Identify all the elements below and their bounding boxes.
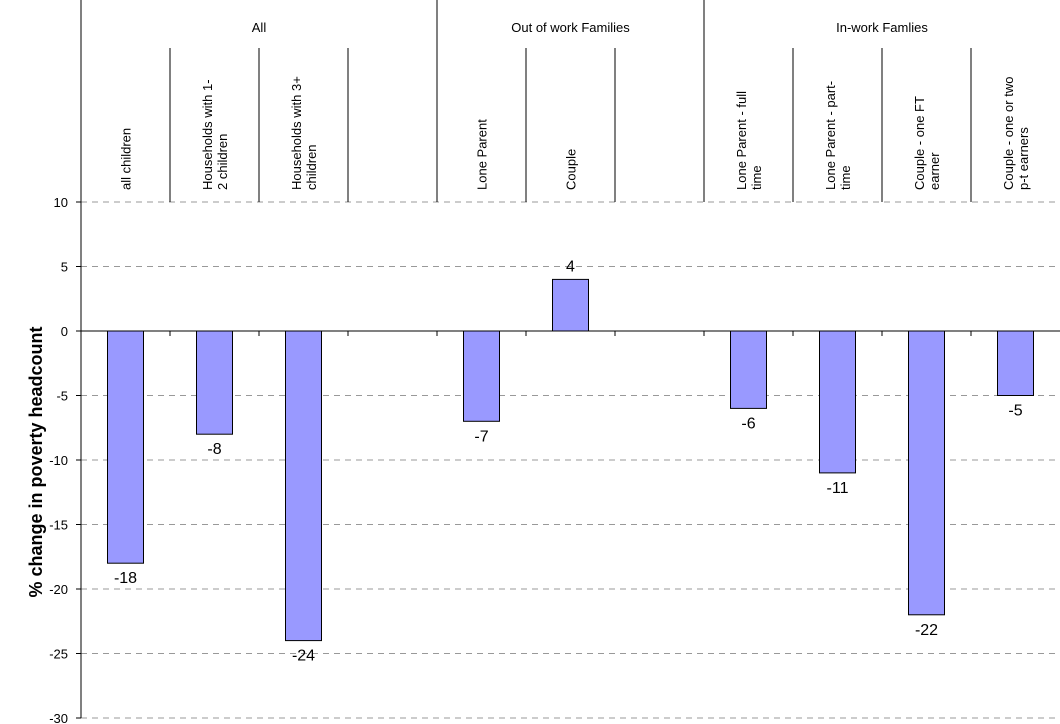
category-label: Lone Parent xyxy=(475,119,490,190)
category-label: Couple - one or twop-t earners xyxy=(1001,77,1031,190)
category-label: Lone Parent - fulltime xyxy=(734,91,764,190)
data-label: -22 xyxy=(915,622,938,639)
group-label: Out of work Families xyxy=(511,20,630,35)
data-label: -5 xyxy=(1008,403,1022,420)
bar xyxy=(819,330,856,474)
gridlines xyxy=(81,201,1060,719)
group-label: In-work Famlies xyxy=(836,20,928,35)
bar xyxy=(730,330,767,409)
data-label: -8 xyxy=(207,441,221,458)
data-label: -18 xyxy=(114,570,137,587)
y-tick-label: -20 xyxy=(49,582,68,597)
data-labels: -18 -8 -24 -7 4 -6 -11 -22 -5 xyxy=(114,258,1023,664)
bar xyxy=(285,330,322,642)
y-tick-label: -30 xyxy=(49,711,68,724)
y-tick-label: -10 xyxy=(49,453,68,468)
group-label: All xyxy=(252,20,267,35)
bar xyxy=(463,330,500,422)
y-tick-label: 10 xyxy=(54,195,68,210)
data-label: -6 xyxy=(741,415,755,432)
y-tick-label: -15 xyxy=(49,518,68,533)
y-tick-label: -25 xyxy=(49,647,68,662)
bar xyxy=(997,330,1034,396)
y-tick-label: 0 xyxy=(61,324,68,339)
category-label: all children xyxy=(119,128,134,190)
bar xyxy=(908,330,945,616)
data-label: 4 xyxy=(566,258,575,275)
data-label: -7 xyxy=(474,428,488,445)
category-label: Couple - one FTearner xyxy=(912,96,942,190)
category-header: All Out of work Families In-work Famlies al… xyxy=(119,0,1031,202)
category-label: Households with 1-2 children xyxy=(200,79,230,190)
bar xyxy=(107,330,144,564)
data-label: -11 xyxy=(827,480,849,497)
data-label: -24 xyxy=(292,648,315,665)
y-tick-label: 5 xyxy=(61,260,68,275)
bar xyxy=(196,330,233,435)
y-tick-label: -5 xyxy=(56,389,68,404)
y-axis-label: % change in poverty headcount xyxy=(26,326,46,597)
bar xyxy=(552,278,589,332)
category-label: Couple xyxy=(564,149,579,190)
bars xyxy=(107,278,1034,642)
category-label: Households with 3+children xyxy=(289,76,319,190)
category-label: Lone Parent - part-time xyxy=(823,81,853,190)
